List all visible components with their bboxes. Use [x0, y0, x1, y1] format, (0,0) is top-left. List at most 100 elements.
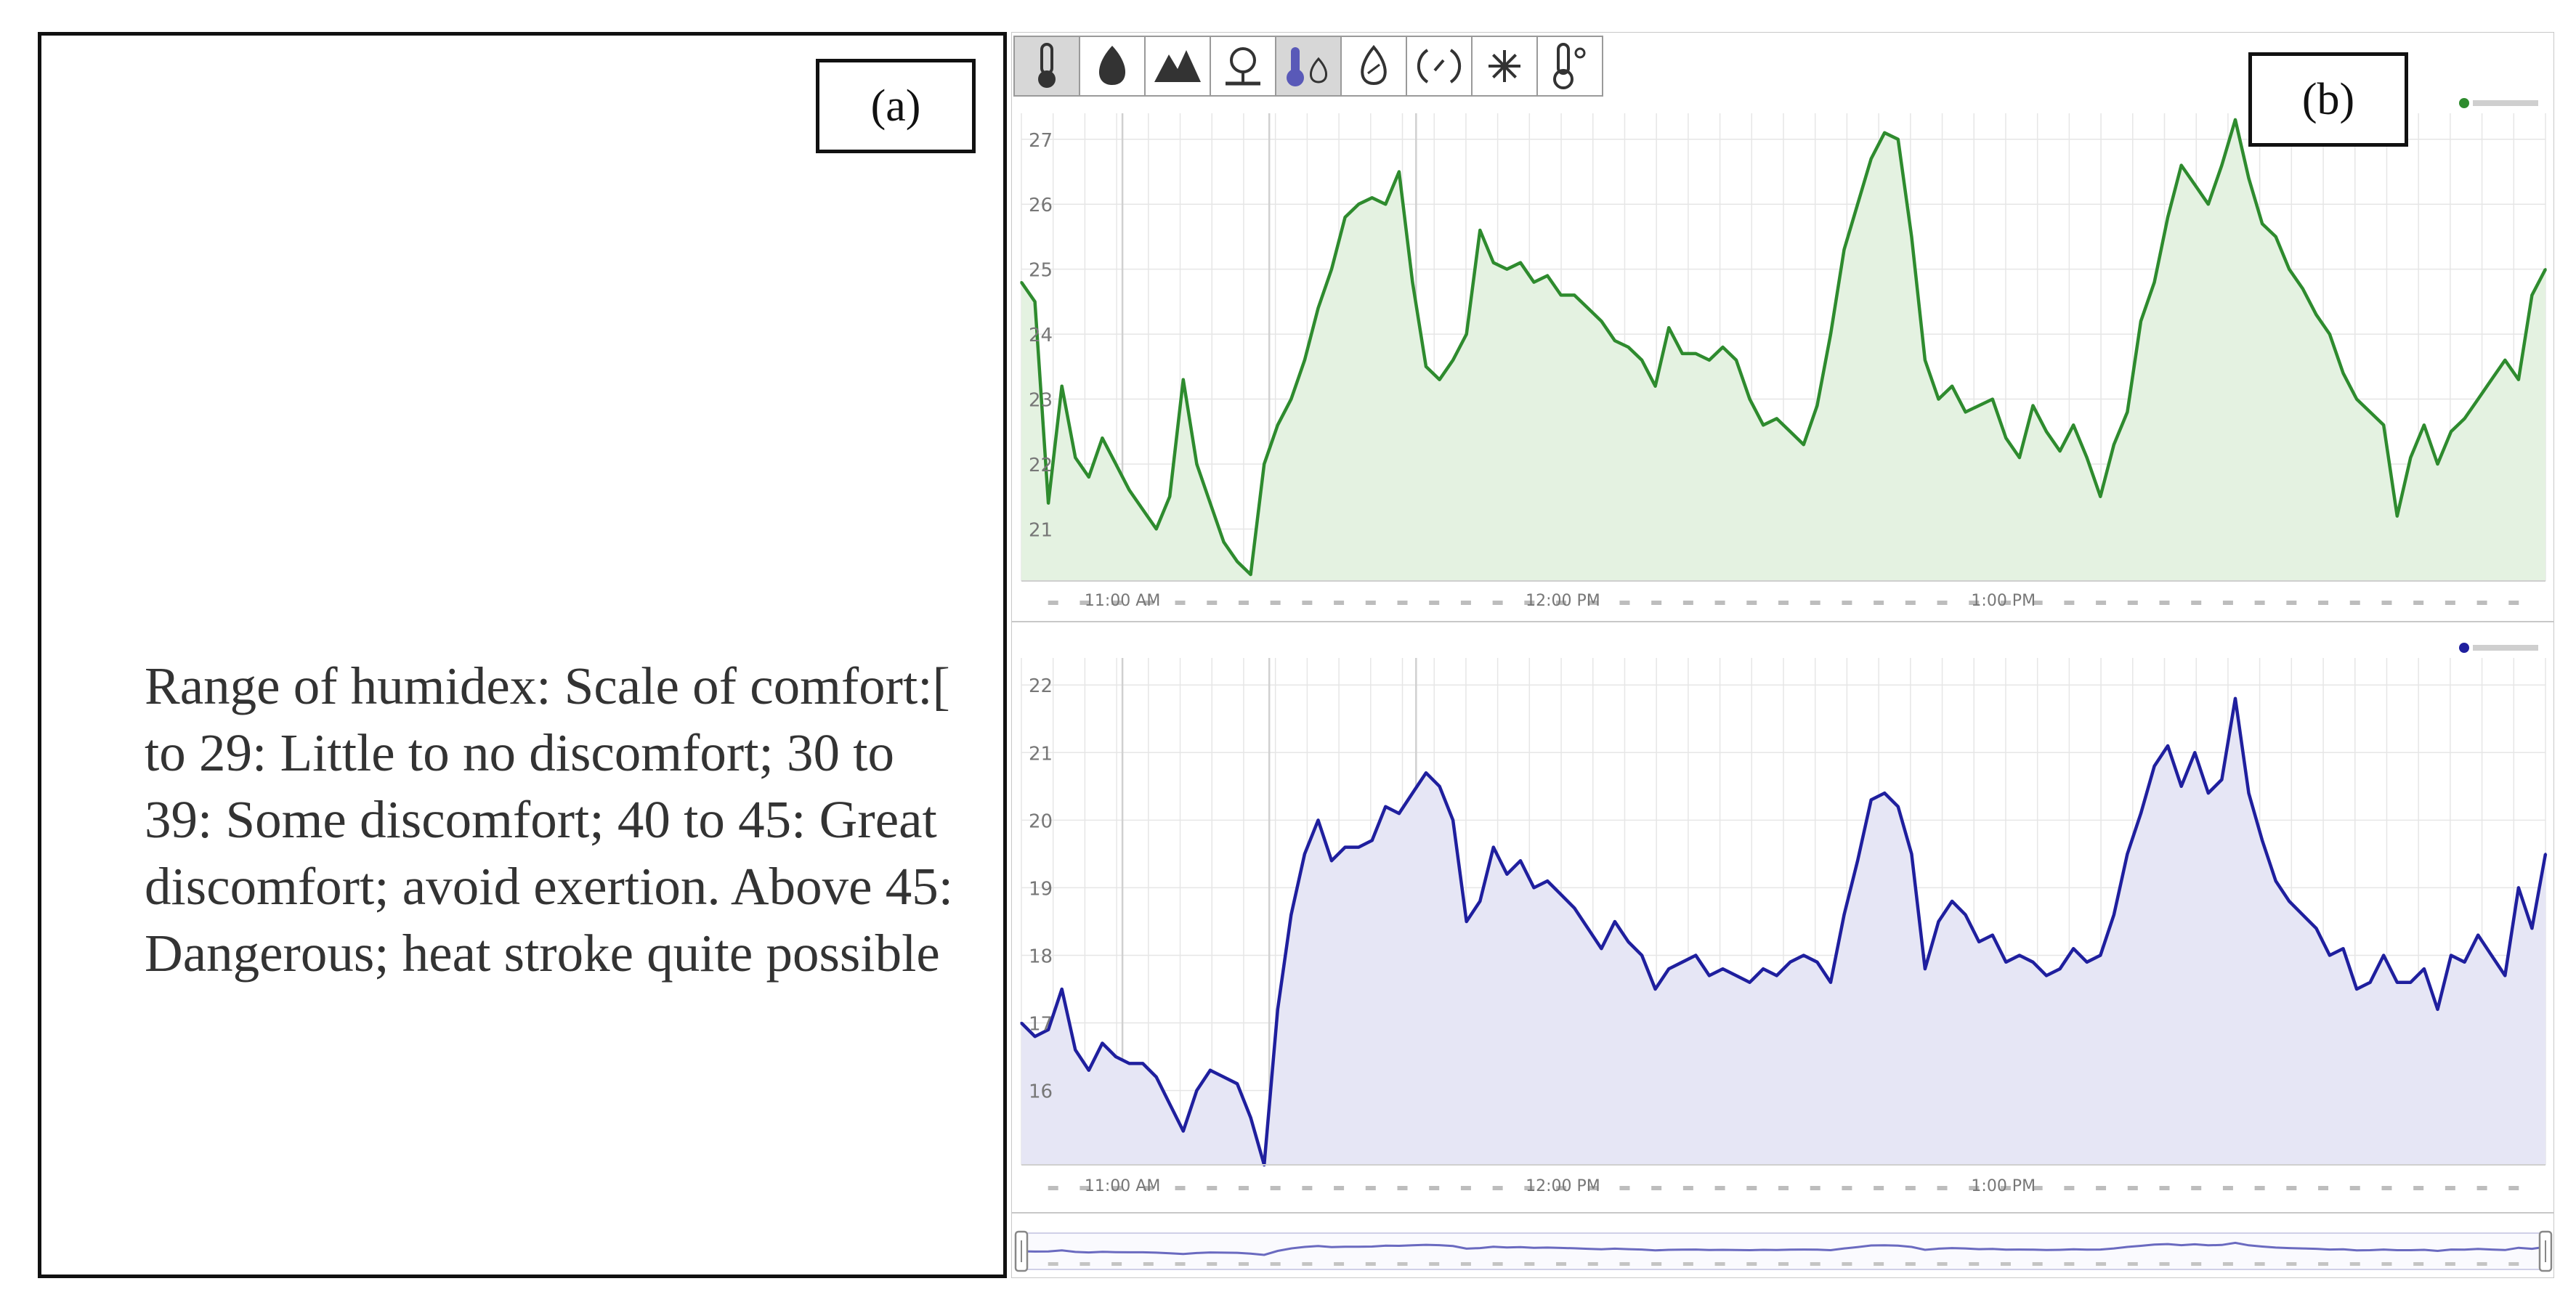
temperature-sensor-icon[interactable] — [1536, 36, 1603, 97]
panel-b-tag: (b) — [2248, 52, 2408, 147]
temp-point — [1897, 138, 1900, 141]
range-navigator[interactable] — [1011, 1212, 2554, 1272]
dew-point — [1667, 967, 1670, 970]
temp-point — [1289, 398, 1292, 401]
dew-y-tick: 18 — [1029, 946, 1053, 967]
temp-x-minor-tick — [1746, 601, 1757, 605]
navigator-tick — [1334, 1262, 1345, 1266]
dew-point — [1964, 914, 1967, 916]
temp-x-minor-tick — [1334, 601, 1345, 605]
navigator-tick — [2476, 1262, 2487, 1266]
dew-x-minor-tick — [1842, 1186, 1852, 1190]
temp-x-minor-tick — [2191, 601, 2202, 605]
dew-point — [1061, 988, 1064, 991]
water-drop-icon[interactable] — [1079, 36, 1146, 97]
temp-x-minor-tick — [2445, 601, 2455, 605]
navigator-tick — [1937, 1262, 1948, 1266]
temp-point — [1735, 359, 1738, 362]
temp-series-line — [1020, 118, 2547, 577]
dew-point — [2450, 954, 2453, 957]
dew-y-tick: 17 — [1029, 1014, 1053, 1036]
navigator-right-handle[interactable] — [2538, 1230, 2553, 1272]
temp-point — [2261, 222, 2264, 225]
dew-point — [1870, 798, 1873, 801]
temp-x-minor-tick — [1175, 601, 1186, 605]
panel-b: 21 22 23 24 25 26 27 11:00 AM 12:00 PM 1:00 PM 16… — [1011, 32, 2554, 1278]
temp-point — [2059, 450, 2062, 452]
temp-point — [1627, 346, 1630, 349]
temp-point — [1532, 281, 1536, 284]
dew-x-minor-tick — [2254, 1186, 2265, 1190]
temp-point — [1047, 502, 1050, 505]
temp-x-minor-tick — [2032, 601, 2043, 605]
dew-x-minor-tick — [1334, 1186, 1345, 1190]
dew-y-tick: 21 — [1029, 743, 1053, 765]
thermometer-icon[interactable] — [1013, 36, 1080, 97]
dew-x-minor-tick — [1143, 1186, 1154, 1190]
temp-point — [2503, 359, 2506, 362]
temp-x-minor-tick — [2159, 601, 2170, 605]
temp-point — [2153, 281, 2156, 284]
temp-point — [1762, 423, 1765, 426]
dew-point — [1114, 1055, 1117, 1058]
temperature-chart: 21 22 23 24 25 26 27 11:00 AM 12:00 PM 1:00 PM — [1011, 98, 2554, 622]
navigator-tick — [2096, 1262, 2107, 1266]
temp-point — [2355, 398, 2358, 401]
dew-point — [1316, 818, 1320, 821]
dew-x-minor-tick — [2127, 1186, 2138, 1190]
temp-point — [2139, 320, 2142, 322]
temp-point — [2490, 378, 2493, 381]
navigator-tick — [2508, 1262, 2519, 1266]
temp-point — [2476, 398, 2479, 401]
dew-x-minor-tick — [1080, 1186, 1090, 1190]
dew-point — [1127, 1062, 1131, 1065]
dew-x-minor-tick — [1714, 1186, 1725, 1190]
dew-y-tick: 22 — [1029, 675, 1053, 697]
dew-point — [1209, 1069, 1212, 1072]
dew-x-minor-tick — [2413, 1186, 2424, 1190]
mountain-icon[interactable] — [1144, 36, 1211, 97]
dew-point — [1600, 947, 1603, 950]
dew-point — [1721, 967, 1725, 970]
navigator-tick — [1619, 1262, 1630, 1266]
dew-point — [1451, 818, 1454, 821]
dew-point — [1640, 954, 1643, 957]
temp-x-minor-tick — [2222, 601, 2233, 605]
humidex-icon[interactable] — [1340, 36, 1407, 97]
temp-point — [2086, 456, 2089, 459]
sun-icon[interactable] — [1471, 36, 1538, 97]
humidex-note: Range of humidex: Scale of comfort:[ to … — [145, 656, 954, 983]
dew-x-minor-tick — [1460, 1186, 1471, 1190]
temp-x-minor-tick — [1048, 601, 1058, 605]
dew-x-minor-tick — [1524, 1186, 1535, 1190]
dew-point — [2099, 954, 2102, 957]
temp-x-minor-tick — [1429, 601, 1440, 605]
dew-point-icon[interactable] — [1275, 36, 1342, 97]
dew-point — [2463, 961, 2466, 964]
temp-point — [1883, 131, 1886, 134]
temp-point — [2072, 423, 2075, 426]
wind-icon[interactable] — [1406, 36, 1473, 97]
temp-point — [1451, 359, 1454, 362]
temp-point — [1654, 385, 1657, 388]
dew-y-tick: 16 — [1029, 1081, 1053, 1103]
navigator-left-handle[interactable] — [1014, 1230, 1029, 1272]
dew-point — [2004, 961, 2007, 964]
temp-point — [2004, 436, 2007, 439]
temp-point — [2180, 164, 2183, 167]
navigator-tick — [2222, 1262, 2233, 1266]
dew-x-minor-tick — [1556, 1186, 1567, 1190]
temp-point — [2436, 463, 2439, 466]
temp-point — [1034, 300, 1037, 303]
navigator-tick — [2159, 1262, 2170, 1266]
temp-point — [1546, 275, 1549, 277]
dew-point — [1775, 974, 1778, 977]
dew-x-minor-tick — [2508, 1186, 2519, 1190]
dew-point — [1168, 1102, 1171, 1105]
temp-x-minor-tick — [1460, 601, 1471, 605]
dew-point — [2166, 744, 2169, 747]
weather-station-icon[interactable] — [1210, 36, 1276, 97]
dew-point — [2517, 886, 2520, 889]
dew-point — [2275, 879, 2277, 882]
navigator-tick — [1682, 1262, 1693, 1266]
